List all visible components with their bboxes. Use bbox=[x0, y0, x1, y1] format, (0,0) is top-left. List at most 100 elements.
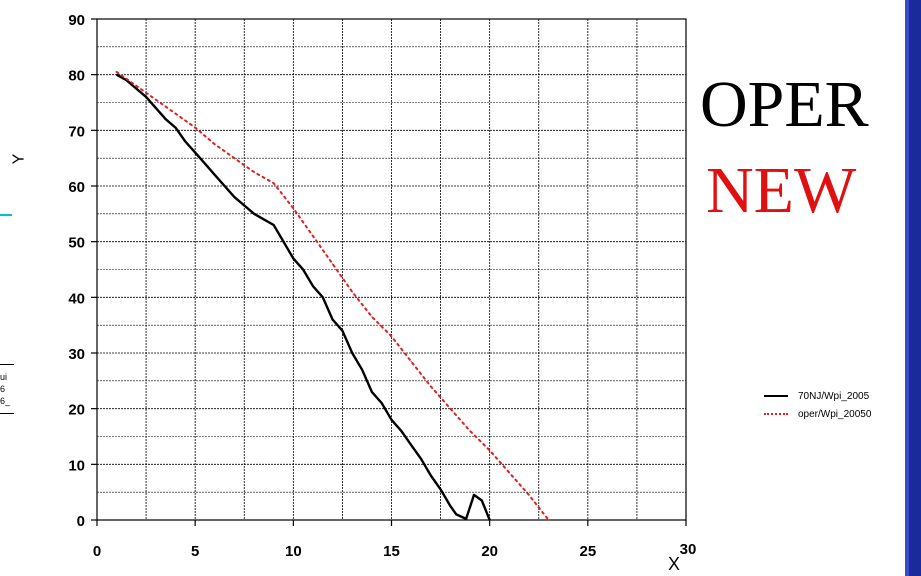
series-1-point bbox=[145, 96, 147, 98]
series-1-point bbox=[165, 118, 167, 120]
series-2-point bbox=[547, 519, 550, 521]
series-1-point bbox=[439, 488, 442, 490]
series-1-point bbox=[282, 241, 285, 243]
series-1-point bbox=[233, 196, 236, 198]
series-2-point bbox=[449, 408, 451, 410]
series-2-point bbox=[273, 182, 275, 184]
series-1-point bbox=[381, 402, 383, 404]
series-1-point bbox=[489, 519, 491, 521]
series-2-point bbox=[469, 430, 471, 432]
legend-label-series-2: oper/Wpi_20050 bbox=[798, 408, 872, 420]
series-1-point bbox=[400, 430, 402, 432]
legend-swatch-series-1 bbox=[764, 395, 788, 397]
y-tick-label: 70 bbox=[68, 123, 85, 140]
series-1-point bbox=[155, 107, 157, 109]
clipped-legend-line-1: ui bbox=[0, 372, 8, 382]
series-2-point bbox=[332, 263, 334, 265]
y-tick-label: 60 bbox=[68, 179, 85, 196]
series-1-point bbox=[371, 391, 373, 393]
x-tick-label: 20 bbox=[481, 543, 498, 560]
series-1-point bbox=[312, 285, 314, 287]
series-1-point bbox=[253, 213, 255, 215]
y-axis-label: Y bbox=[10, 153, 28, 165]
series-2-point bbox=[155, 99, 157, 101]
legend-item-series-1: 70NJ/Wpi_2005 bbox=[764, 387, 871, 405]
series-2-point bbox=[135, 85, 137, 87]
tick-labels: 0 10 20 30 40 50 60 70 80 90 0 5 10 15 20 25 30 bbox=[68, 12, 696, 560]
series-2-point bbox=[351, 291, 353, 293]
series-2-point bbox=[253, 171, 255, 173]
series-1-point bbox=[322, 296, 324, 298]
series-2-point bbox=[508, 472, 510, 474]
clipped-legend-line-2: 6 bbox=[0, 384, 6, 394]
series-2-point bbox=[174, 113, 177, 115]
slide-edge-bar bbox=[905, 0, 921, 576]
series-1-point bbox=[420, 458, 422, 460]
series-1-point bbox=[116, 74, 118, 76]
x-tick-label: 30 bbox=[680, 541, 697, 558]
series-2-point bbox=[292, 207, 294, 209]
series-1-point bbox=[455, 513, 457, 516]
x-tick-label: 15 bbox=[383, 543, 400, 560]
y-tick-label: 90 bbox=[68, 12, 85, 29]
series-2-point bbox=[371, 316, 373, 318]
clipped-legend-line-3: 6_ bbox=[0, 396, 11, 406]
series-1-point bbox=[174, 126, 177, 129]
series-1-point bbox=[332, 319, 334, 321]
x-tick-label: 10 bbox=[285, 543, 302, 560]
series-2-point bbox=[430, 385, 432, 387]
series-1-point bbox=[273, 224, 275, 226]
series-2-point bbox=[410, 360, 412, 362]
series-1-point bbox=[184, 140, 186, 143]
series-line-2 bbox=[115, 70, 550, 521]
series-2-point bbox=[489, 449, 491, 452]
slide-edge-highlight bbox=[905, 0, 909, 576]
series-1-point bbox=[194, 152, 196, 154]
series-1-point bbox=[410, 444, 412, 446]
series-2-point bbox=[194, 126, 196, 129]
y-tick-label: 10 bbox=[68, 457, 85, 474]
chart-legend: 70NJ/Wpi_2005 oper/Wpi_20050 bbox=[764, 387, 871, 423]
legend-swatch-series-2 bbox=[764, 413, 788, 415]
series-1-point bbox=[430, 474, 432, 477]
x-axis-label: X bbox=[668, 554, 680, 574]
y-tick-label: 0 bbox=[77, 513, 85, 530]
legend-item-series-2: oper/Wpi_20050 bbox=[764, 405, 871, 423]
series-1-point bbox=[361, 369, 363, 371]
series-1-point bbox=[204, 163, 206, 165]
series-2-point bbox=[312, 235, 314, 237]
series-1-point bbox=[473, 494, 475, 496]
series-2-point bbox=[214, 143, 216, 145]
x-tick-label: 5 bbox=[191, 543, 199, 560]
series-2-point bbox=[233, 157, 236, 159]
clipped-legend-left: ui 6 6_ bbox=[0, 364, 14, 414]
y-tick-label: 80 bbox=[68, 68, 85, 85]
series-1-point bbox=[214, 174, 216, 176]
series-2-point bbox=[116, 71, 118, 73]
series-1-point bbox=[465, 518, 467, 520]
series-layer bbox=[115, 70, 550, 521]
series-1-point bbox=[341, 330, 344, 332]
series-2-point bbox=[390, 335, 393, 337]
y-tick-label: 40 bbox=[68, 290, 85, 307]
y-tick-label: 30 bbox=[68, 346, 85, 363]
grid bbox=[96, 18, 687, 521]
y-tick-label: 50 bbox=[68, 235, 85, 252]
x-tick-label: 0 bbox=[93, 543, 101, 560]
series-1-point bbox=[224, 185, 226, 187]
series-1-point bbox=[135, 87, 137, 90]
series-1-point bbox=[390, 419, 393, 421]
axes bbox=[91, 18, 687, 526]
y-tick-label: 20 bbox=[68, 402, 85, 419]
series-1-point bbox=[449, 505, 451, 507]
series-1-point bbox=[263, 218, 265, 220]
legend-label-series-1: 70NJ/Wpi_2005 bbox=[798, 390, 870, 402]
series-2-point bbox=[528, 494, 530, 496]
series-1-point bbox=[292, 257, 294, 259]
x-tick-label: 25 bbox=[579, 543, 596, 560]
series-1-point bbox=[481, 499, 483, 502]
series-1-point bbox=[243, 204, 245, 207]
series-line-1 bbox=[116, 73, 491, 521]
new-label: NEW bbox=[706, 154, 857, 227]
series-1-point bbox=[302, 268, 304, 271]
